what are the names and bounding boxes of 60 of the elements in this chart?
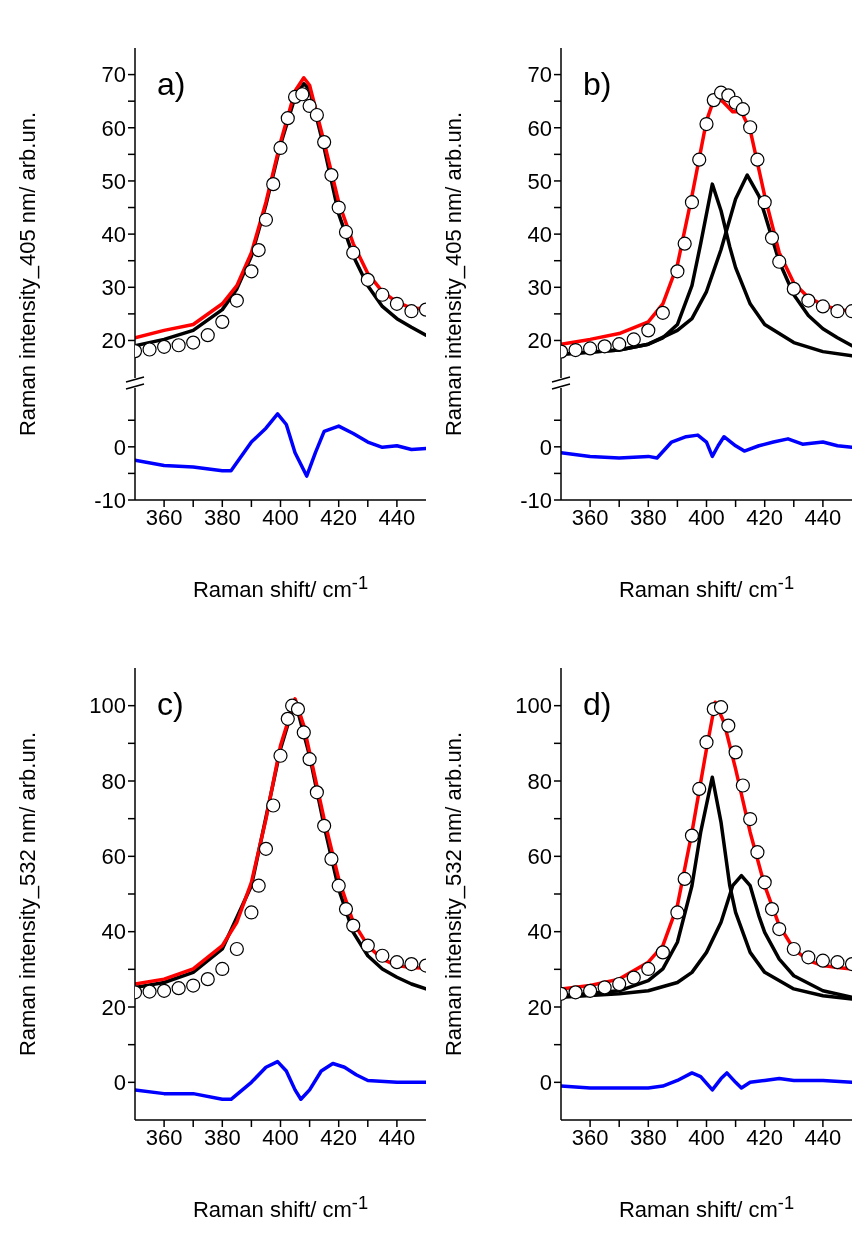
x-tick-label: 400 [262, 1124, 299, 1150]
annotation: b) [583, 66, 612, 103]
x-tick-label: 400 [262, 504, 299, 530]
x-tick-label: 440 [378, 504, 416, 530]
y-tick-label: 50 [527, 168, 552, 194]
x-tick-label: 380 [629, 1124, 667, 1150]
y-tick-label: 70 [527, 62, 552, 88]
y-tick-label: 50 [101, 168, 126, 194]
x-tick-label: 360 [145, 504, 183, 530]
x-tick-label: 420 [746, 1124, 784, 1150]
x-axis-title: Raman shift/ cm$^{-1}$ [191, 572, 370, 604]
x-axis-title: Raman shift/ cm$^{-1}$ [617, 1192, 796, 1224]
x-tick-label: 380 [203, 504, 241, 530]
y-tick-label: 30 [101, 275, 126, 301]
y-tick-label: 80 [101, 768, 126, 794]
y-tick-label: -10 [94, 487, 126, 513]
y-axis-title: Raman intensity_405 nm/ arb.un. [15, 111, 41, 437]
y-tick-label: 0 [113, 1070, 126, 1096]
x-tick-label: 440 [804, 504, 842, 530]
y-tick-label: 100 [89, 693, 126, 719]
x-tick-label: 400 [688, 1124, 725, 1150]
y-tick-label: 0 [113, 434, 126, 460]
x-tick-label: 420 [320, 504, 358, 530]
x-tick-label: 440 [804, 1124, 842, 1150]
y-tick-label: 40 [527, 919, 552, 945]
y-tick-label: 20 [527, 328, 552, 354]
x-tick-label: 440 [378, 1124, 416, 1150]
y-axis-title: Raman intensity_532 nm/ arb.un. [441, 731, 467, 1057]
y-tick-label: 60 [101, 844, 126, 870]
x-tick-label: 360 [145, 1124, 183, 1150]
y-tick-label: 20 [101, 328, 126, 354]
y-tick-label: 60 [527, 844, 552, 870]
x-tick-label: 420 [320, 1124, 358, 1150]
y-tick-label: 40 [101, 919, 126, 945]
y-tick-label: 20 [527, 994, 552, 1020]
x-axis-title: Raman shift/ cm$^{-1}$ [617, 572, 796, 604]
annotation: d) [583, 686, 612, 723]
x-tick-label: 360 [571, 1124, 609, 1150]
y-tick-label: 80 [527, 768, 552, 794]
y-axis-title: Raman intensity_405 nm/ arb.un. [441, 111, 467, 437]
y-tick-label: 40 [527, 221, 552, 247]
y-tick-label: 0 [539, 434, 552, 460]
x-tick-label: 360 [571, 504, 609, 530]
x-tick-label: 400 [688, 504, 725, 530]
y-tick-label: 30 [527, 275, 552, 301]
y-axis-title: Raman intensity_532 nm/ arb.un. [15, 731, 41, 1057]
y-tick-label: 70 [101, 62, 126, 88]
y-tick-label: 0 [539, 1070, 552, 1096]
y-tick-label: 20 [101, 994, 126, 1020]
x-axis-title: Raman shift/ cm$^{-1}$ [191, 1192, 370, 1224]
annotation: c) [157, 686, 184, 723]
annotation: a) [157, 66, 186, 103]
y-tick-label: 60 [101, 115, 126, 141]
x-tick-label: 380 [629, 504, 667, 530]
y-tick-label: -10 [520, 487, 552, 513]
x-tick-label: 420 [746, 504, 784, 530]
x-tick-label: 380 [203, 1124, 241, 1150]
y-tick-label: 60 [527, 115, 552, 141]
y-tick-label: 100 [515, 693, 552, 719]
y-tick-label: 40 [101, 221, 126, 247]
